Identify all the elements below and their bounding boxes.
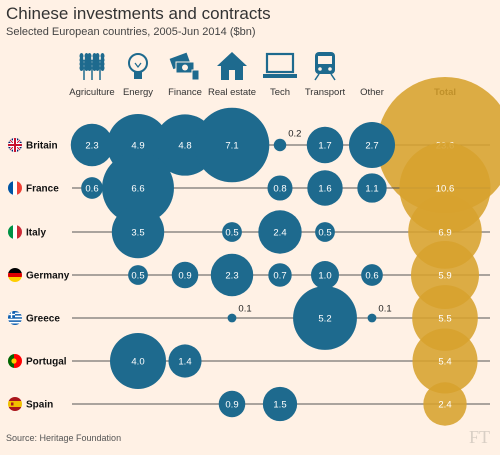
bubble-france-energy — [102, 152, 174, 224]
value-label-portugal-total: 5.4 — [438, 357, 451, 368]
value-label-germany-other: 0.6 — [365, 271, 378, 282]
bubble-britain-agriculture — [70, 123, 114, 167]
category-label-finance: Finance — [168, 87, 202, 98]
value-label-france-transport: 1.6 — [318, 184, 331, 195]
category-label-energy: Energy — [123, 87, 153, 98]
value-label-spain-total: 2.4 — [438, 400, 451, 411]
value-label-germany-real-estate: 2.3 — [225, 271, 238, 282]
value-label-britain-tech: 0.2 — [288, 129, 301, 140]
bubble-portugal-energy — [110, 333, 166, 389]
country-label-britain: Britain — [26, 141, 58, 152]
value-label-britain-real-estate: 7.1 — [225, 141, 238, 152]
portugal-flag-icon — [8, 354, 22, 368]
country-label-germany: Germany — [26, 271, 70, 282]
train-icon — [314, 52, 336, 81]
value-label-france-total: 10.6 — [436, 184, 455, 195]
value-label-greece-transport: 5.2 — [318, 314, 331, 325]
country-label-france: France — [26, 184, 59, 195]
value-label-italy-tech: 2.4 — [273, 228, 286, 239]
value-label-germany-total: 5.9 — [438, 271, 451, 282]
house-icon — [217, 52, 247, 80]
france-flag-icon — [8, 181, 22, 195]
bubble-france-other — [357, 173, 387, 203]
value-label-britain-transport: 1.7 — [318, 141, 331, 152]
bubble-germany-real-estate — [210, 253, 254, 297]
bubble-italy-transport — [315, 222, 335, 242]
bubble-germany-energy — [128, 265, 148, 285]
bubble-britain-other — [348, 121, 396, 169]
bubble-france-agriculture — [81, 177, 103, 199]
chart-subtitle: Selected European countries, 2005-Jun 20… — [6, 26, 256, 38]
value-label-britain-agriculture: 2.3 — [85, 141, 98, 152]
country-label-italy: Italy — [26, 228, 46, 239]
bubble-spain-tech — [262, 386, 298, 422]
greece-flag-icon — [8, 311, 22, 325]
bubble-britain-transport — [306, 126, 344, 164]
value-label-britain-energy: 4.9 — [131, 141, 144, 152]
value-label-italy-energy: 3.5 — [131, 228, 144, 239]
banknotes-icon — [169, 52, 200, 81]
value-label-france-energy: 6.6 — [131, 184, 144, 195]
italy-flag-icon — [8, 225, 22, 239]
germany-flag-icon — [8, 268, 22, 282]
value-label-france-agriculture: 0.6 — [85, 184, 98, 195]
value-label-germany-energy: 0.5 — [131, 271, 144, 282]
bubble-italy-real-estate — [222, 222, 242, 242]
bubble-britain-tech — [273, 138, 287, 152]
bubble-greece-real-estate — [227, 313, 237, 323]
value-label-spain-tech: 1.5 — [273, 400, 286, 411]
bubble-portugal-finance — [168, 344, 202, 378]
value-label-italy-total: 6.9 — [438, 228, 451, 239]
country-label-greece: Greece — [26, 314, 60, 325]
bubble-france-tech — [267, 175, 293, 201]
spain-flag-icon — [8, 397, 22, 411]
bubble-germany-transport — [311, 261, 339, 289]
value-label-britain-finance: 4.8 — [178, 141, 191, 152]
bubble-britain-real-estate — [194, 107, 270, 183]
category-label-real-estate: Real estate — [208, 87, 256, 98]
uk-flag-icon — [8, 138, 22, 152]
source-note: Source: Heritage Foundation — [6, 433, 122, 443]
bubble-italy-tech — [258, 210, 302, 254]
value-label-portugal-finance: 1.4 — [178, 357, 191, 368]
value-label-greece-real-estate: 0.1 — [238, 304, 251, 315]
wheat-icon — [79, 53, 105, 80]
category-label-transport: Transport — [305, 87, 346, 98]
category-label-agriculture: Agriculture — [69, 87, 114, 98]
bubble-spain-real-estate — [218, 390, 246, 418]
value-label-germany-finance: 0.9 — [178, 271, 191, 282]
bubble-germany-tech — [268, 263, 292, 287]
chart-title: Chinese investments and contracts — [6, 4, 271, 23]
lightbulb-icon — [128, 53, 148, 79]
value-label-italy-real-estate: 0.5 — [225, 228, 238, 239]
bubble-italy-energy — [111, 205, 165, 259]
bubble-germany-finance — [171, 261, 199, 289]
laptop-icon — [263, 52, 297, 78]
value-label-britain-other: 2.7 — [365, 141, 378, 152]
value-label-spain-real-estate: 0.9 — [225, 400, 238, 411]
value-label-greece-other: 0.1 — [378, 304, 391, 315]
ft-logo: FT — [468, 427, 490, 447]
category-label-tech: Tech — [270, 87, 290, 98]
value-label-germany-tech: 0.7 — [273, 271, 286, 282]
country-label-spain: Spain — [26, 400, 53, 411]
value-label-portugal-energy: 4.0 — [131, 357, 144, 368]
value-label-france-tech: 0.8 — [273, 184, 286, 195]
value-label-france-other: 1.1 — [365, 184, 378, 195]
bubble-france-transport — [307, 170, 343, 206]
category-label-other: Other — [360, 87, 384, 98]
bubble-greece-transport — [293, 286, 357, 350]
country-label-portugal: Portugal — [26, 357, 67, 368]
bubble-spain-total — [423, 382, 467, 426]
bubble-portugal-total — [412, 328, 478, 394]
bubble-germany-other — [361, 264, 383, 286]
value-label-greece-total: 5.5 — [438, 314, 451, 325]
value-label-italy-transport: 0.5 — [318, 228, 331, 239]
value-label-germany-transport: 1.0 — [318, 271, 331, 282]
bubble-greece-other — [367, 313, 377, 323]
